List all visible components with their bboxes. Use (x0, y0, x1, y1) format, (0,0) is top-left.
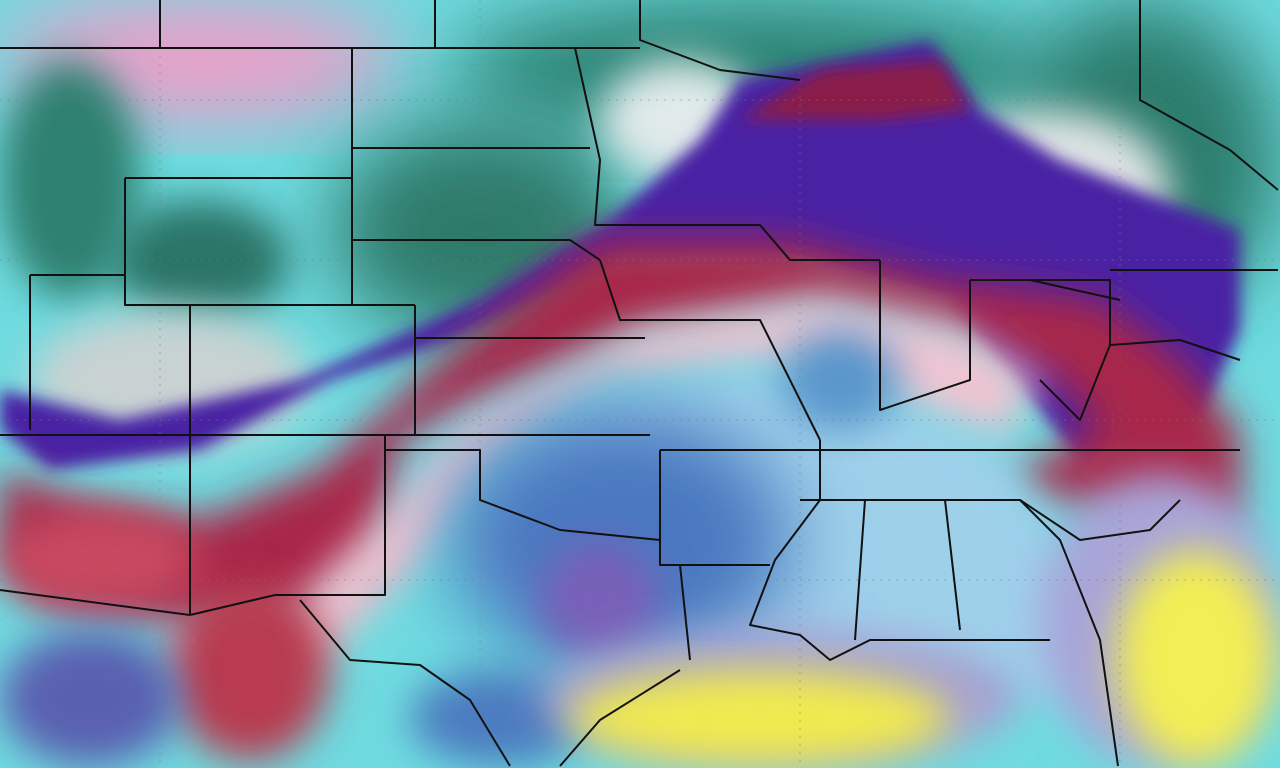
weather-map (0, 0, 1280, 768)
state-borders (0, 0, 1279, 767)
temperature-field (0, 0, 1280, 768)
grid-lines (0, 0, 1280, 768)
